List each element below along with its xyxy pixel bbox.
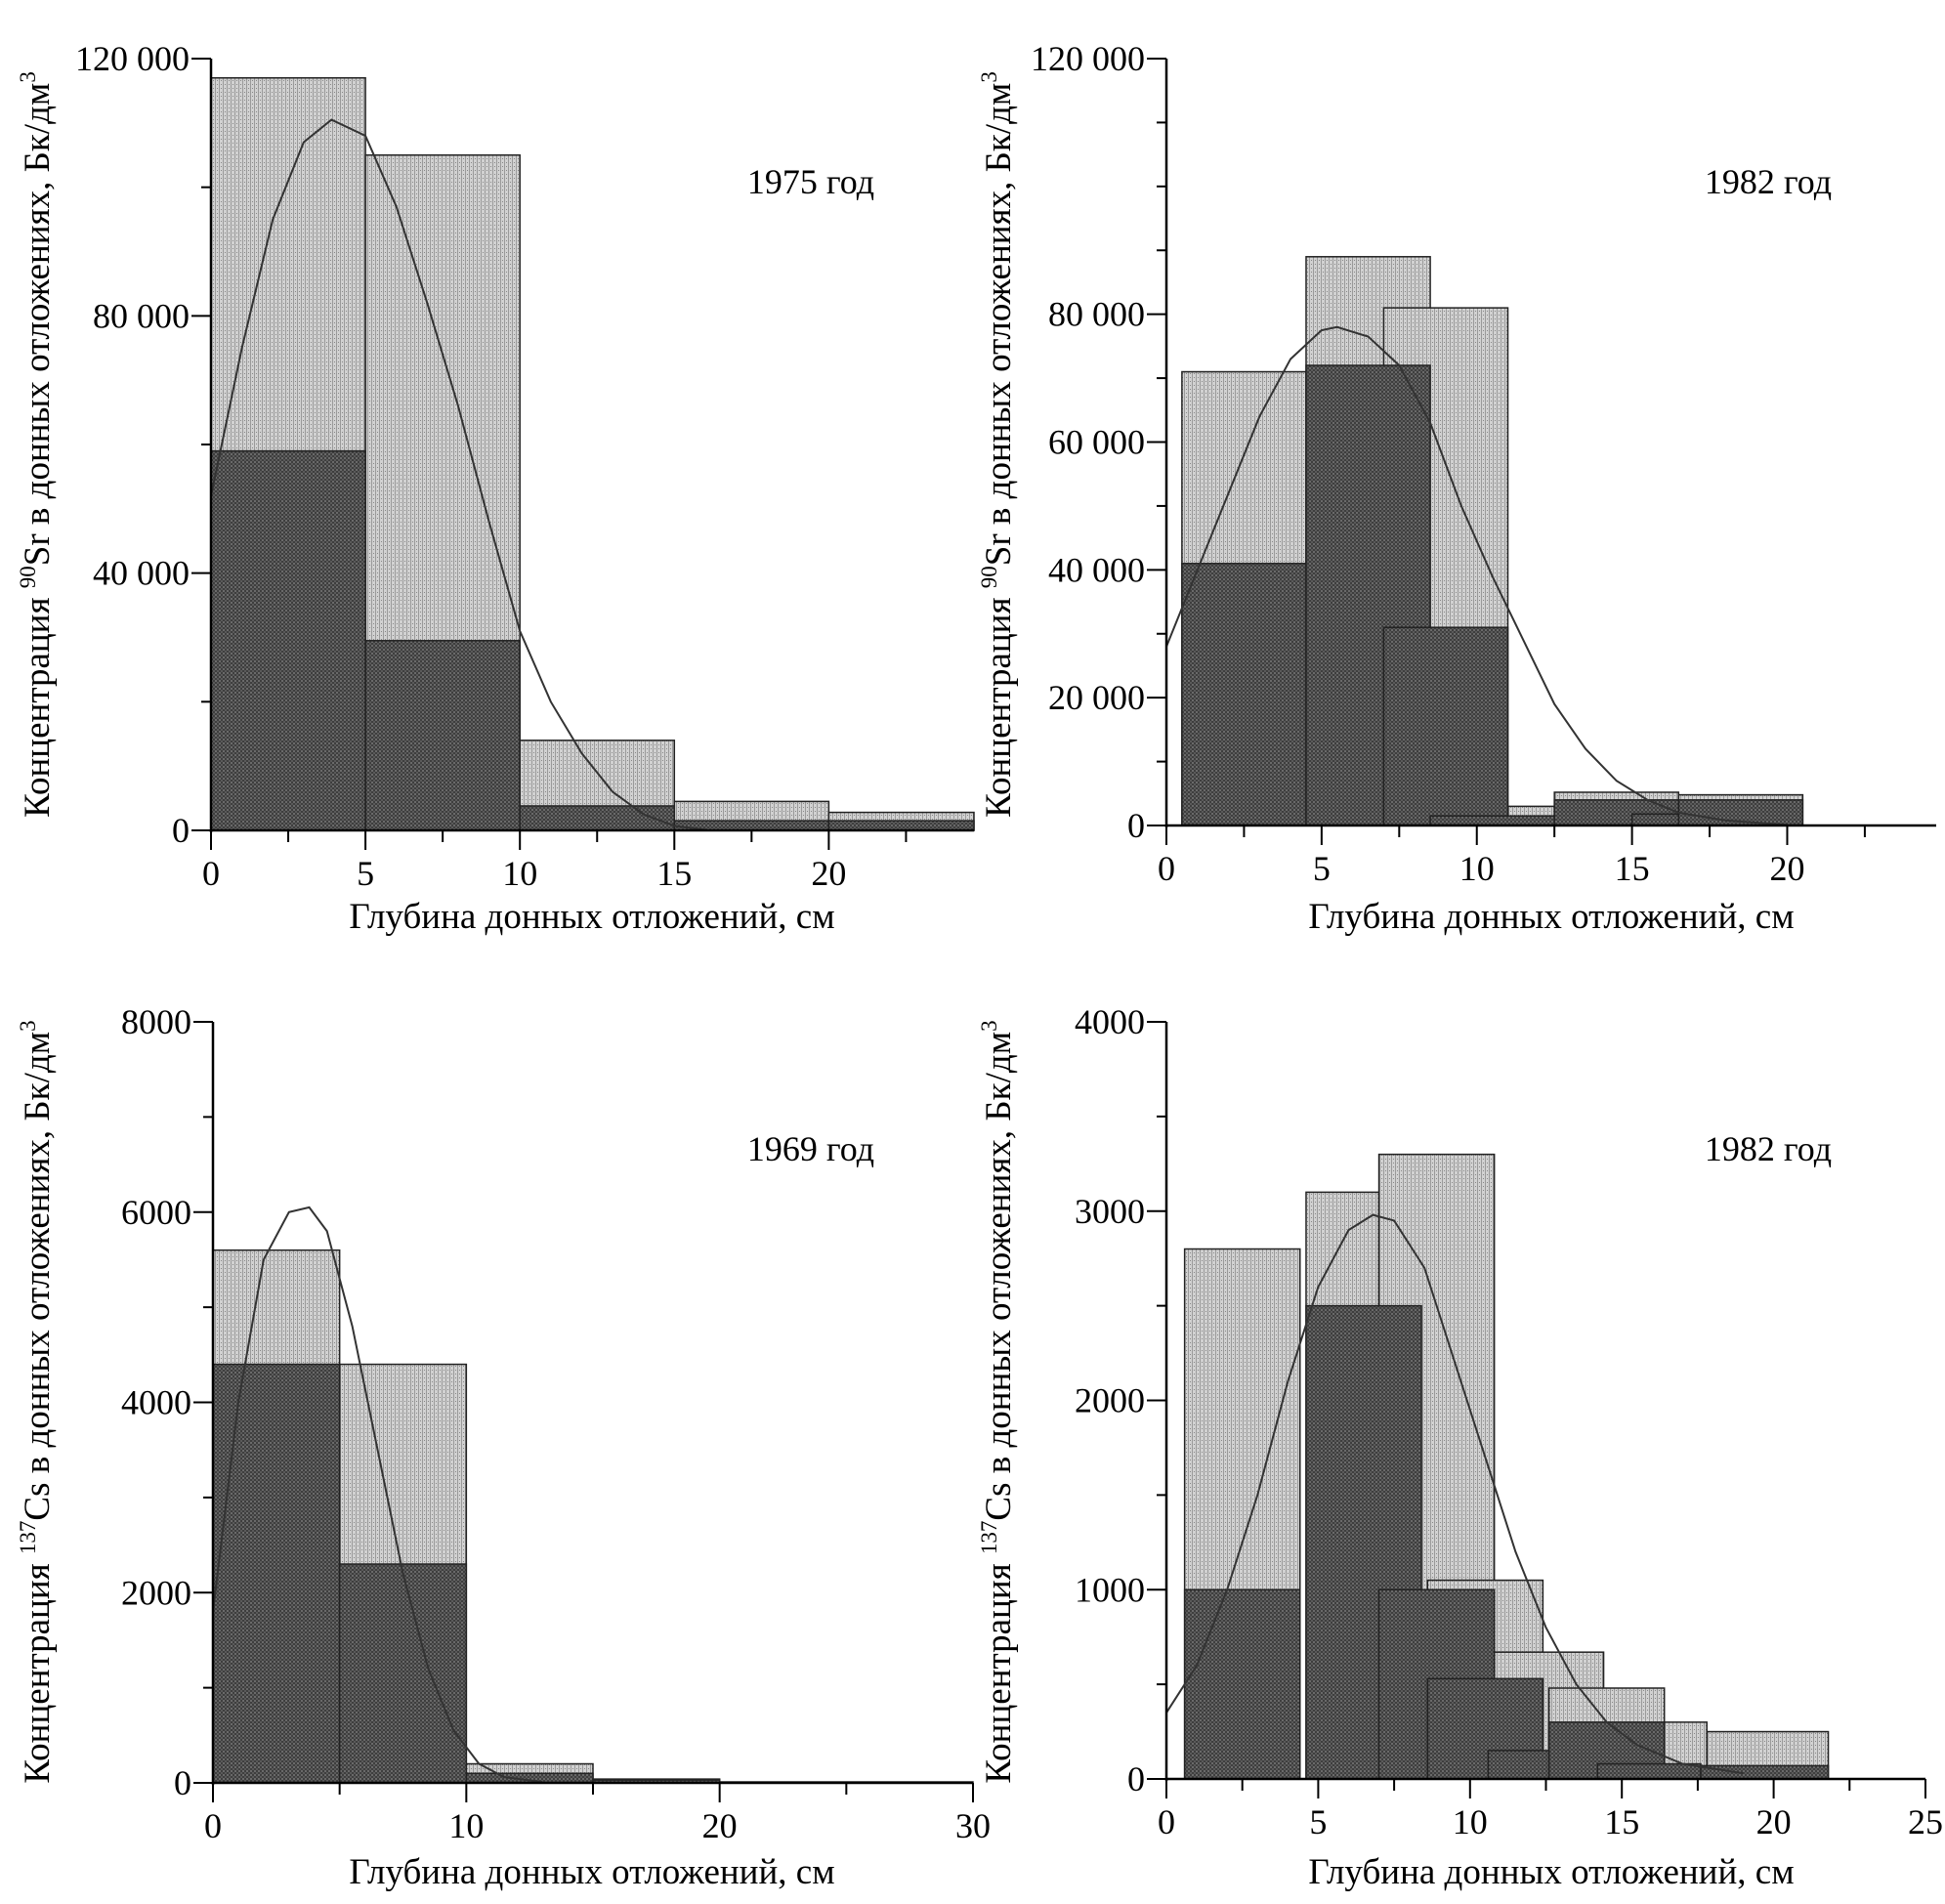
y-tick-label: 20 000 <box>1048 678 1145 717</box>
y-axis-label: Концентрация 137Cs в донных отложениях, … <box>977 1020 1019 1783</box>
dark-bar <box>364 640 521 831</box>
y-label-unit-exponent: 3 <box>16 1020 40 1032</box>
y-label-isotope-mass: 137 <box>16 1521 40 1555</box>
x-axis-label: Глубина донных отложений, см <box>1308 1852 1794 1892</box>
x-tick-label: 20 <box>1756 1802 1792 1841</box>
chart-panel-1: 0 40 000 80 000 120 000 0 5 10 15 20 Глубина донн… <box>16 39 975 937</box>
y-label-isotope-mass: 90 <box>977 566 1001 588</box>
x-tick-label: 0 <box>202 854 220 893</box>
y-tick-label: 60 000 <box>1048 423 1145 462</box>
y-label-prefix: Концентрация <box>18 588 58 818</box>
x-tick-label: 10 <box>502 854 537 893</box>
chart-panel-3: 0 2000 4000 6000 8000 0 10 20 30 Глубина донных о… <box>16 1002 991 1892</box>
y-tick-label: 40 000 <box>93 554 190 593</box>
y-label-isotope-mass: 137 <box>977 1521 1001 1555</box>
y-label-unit-exponent: 3 <box>977 71 1001 83</box>
y-tick-label: 6000 <box>121 1193 191 1232</box>
dark-bar <box>465 1772 594 1784</box>
y-label-element: Cs в донных отложениях, Бк/дм <box>979 1032 1019 1521</box>
dark-bar <box>1429 815 1555 826</box>
y-tick-label: 0 <box>1127 806 1145 845</box>
x-tick-label: 0 <box>1158 1802 1175 1841</box>
x-tick-label: 10 <box>1453 1802 1488 1841</box>
x-tick-label: 30 <box>955 1806 991 1845</box>
dark-bar <box>1181 563 1307 826</box>
dark-bar <box>1596 1762 1702 1780</box>
x-tick-label: 20 <box>811 854 846 893</box>
y-tick-label: 8000 <box>121 1002 191 1041</box>
x-tick-label: 5 <box>1313 849 1331 888</box>
y-tick-label: 0 <box>1127 1759 1145 1798</box>
x-tick-label: 15 <box>656 854 692 893</box>
fit-curve <box>1165 1213 1744 1775</box>
x-tick-label: 10 <box>1459 849 1495 888</box>
x-axis-label: Глубина донных отложений, см <box>1308 897 1794 937</box>
x-tick-label: 25 <box>1908 1802 1943 1841</box>
chart-panel-4: 0 1000 2000 3000 4000 0 5 10 15 20 25 Глубина донны… <box>977 1002 1943 1892</box>
year-annotation: 1975 год <box>747 162 874 201</box>
y-tick-label: 0 <box>172 811 190 850</box>
y-tick-label: 120 000 <box>1031 39 1145 78</box>
year-annotation: 1969 год <box>747 1129 874 1168</box>
dark-bar <box>827 820 975 831</box>
x-tick-label: 10 <box>448 1806 484 1845</box>
y-tick-label: 80 000 <box>1048 295 1145 334</box>
y-tick-label: 4000 <box>1075 1002 1145 1041</box>
x-tick-label: 15 <box>1604 1802 1639 1841</box>
year-annotation: 1982 год <box>1705 1129 1832 1168</box>
y-tick-label: 40 000 <box>1048 550 1145 589</box>
y-tick-label: 3000 <box>1075 1192 1145 1231</box>
x-axis-label: Глубина донных отложений, см <box>349 1852 834 1892</box>
fit-curve <box>212 1206 543 1784</box>
y-label-prefix: Концентрация <box>979 1554 1019 1784</box>
x-tick-label: 20 <box>1769 849 1804 888</box>
y-tick-label: 0 <box>174 1763 191 1802</box>
y-tick-label: 1000 <box>1075 1570 1145 1609</box>
x-tick-label: 20 <box>702 1806 738 1845</box>
dark-bar <box>338 1563 468 1784</box>
y-label-unit-exponent: 3 <box>977 1020 1001 1032</box>
dark-bar <box>212 1363 341 1784</box>
fit-curve <box>1165 325 1788 826</box>
fit-curve <box>210 118 706 831</box>
y-label-element: Cs в донных отложениях, Бк/дм <box>18 1032 58 1521</box>
y-axis-label: Концентрация 90Sr в донных отложениях, Б… <box>16 71 58 818</box>
y-label-prefix: Концентрация <box>979 588 1019 818</box>
dark-bar <box>1700 1764 1830 1780</box>
y-tick-label: 4000 <box>121 1383 191 1422</box>
y-label-prefix: Концентрация <box>18 1554 58 1784</box>
x-tick-label: 5 <box>1309 1802 1327 1841</box>
x-axis-label: Глубина донных отложений, см <box>349 897 834 937</box>
y-axis-label: Концентрация 137Cs в донных отложениях, … <box>16 1020 58 1783</box>
y-tick-label: 120 000 <box>75 39 190 78</box>
year-annotation: 1982 год <box>1705 162 1832 201</box>
y-label-element: Sr в донных отложениях, Бк/дм <box>979 83 1019 567</box>
x-tick-label: 5 <box>357 854 374 893</box>
y-axis-label: Концентрация 90Sr в донных отложениях, Б… <box>977 71 1019 818</box>
dark-bar <box>210 449 366 831</box>
y-label-unit-exponent: 3 <box>16 71 40 83</box>
dark-bar <box>1183 1588 1301 1780</box>
chart-panel-2: 0 20 000 40 000 60 000 80 000 120 000 0 5 10 15 20… <box>977 39 1936 937</box>
y-tick-label: 80 000 <box>93 296 190 335</box>
dark-bar <box>1382 626 1509 826</box>
y-label-isotope-mass: 90 <box>16 566 40 588</box>
y-label-element: Sr в донных отложениях, Бк/дм <box>18 83 58 567</box>
y-tick-label: 2000 <box>121 1573 191 1612</box>
x-tick-label: 15 <box>1615 849 1650 888</box>
x-tick-label: 0 <box>204 1806 222 1845</box>
y-tick-label: 2000 <box>1075 1381 1145 1420</box>
x-tick-label: 0 <box>1158 849 1175 888</box>
